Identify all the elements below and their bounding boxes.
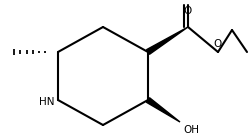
Text: O: O xyxy=(184,6,192,16)
Text: HN: HN xyxy=(39,97,54,107)
Polygon shape xyxy=(147,27,188,54)
Text: O: O xyxy=(214,39,222,49)
Text: OH: OH xyxy=(183,125,199,135)
Polygon shape xyxy=(146,98,180,122)
